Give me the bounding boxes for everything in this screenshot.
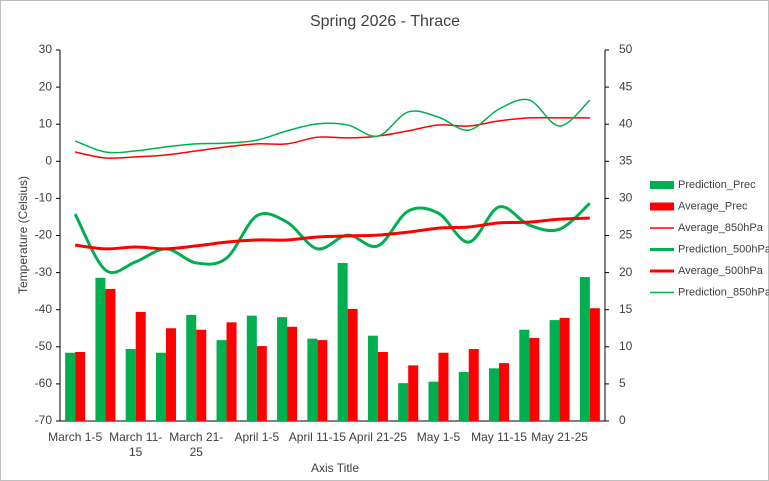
legend-label: Average_850hPa [678,222,764,234]
bar [438,352,449,421]
bar [458,372,469,421]
x-tick-label: April 1-5 [234,430,280,444]
bar [155,352,166,421]
bar [65,352,76,421]
legend-label: Average_Prec [678,200,748,212]
y2-tick-label: 30 [619,191,633,205]
bar [226,322,237,421]
bar [307,338,318,421]
y2-tick-label: 0 [619,413,626,427]
bar [589,308,600,421]
y-tick-label: 30 [39,42,53,56]
y-tick-label: -60 [35,376,53,390]
y-tick-label: -40 [35,302,53,316]
y2-tick-label: 25 [619,228,633,242]
y2-tick-label: 40 [619,116,633,130]
bar [529,337,540,421]
legend-label: Prediction_500hPa [678,243,769,255]
y2-tick-label: 5 [619,376,626,390]
bar [165,328,176,421]
y-tick-label: -50 [35,339,53,353]
bar [317,340,328,421]
bar [398,383,409,421]
line [74,216,590,251]
x-tick-label: May 21-25 [531,430,588,444]
bar [196,329,207,421]
y2-tick-label: 15 [619,302,633,316]
y-tick-label: -70 [35,413,53,427]
chart-title: Spring 2026 - Thrace [310,13,460,30]
bar [499,363,510,421]
bar [125,349,136,421]
bar [105,288,116,421]
y-axis-title: Temperature (Celsius) [16,176,30,294]
y2-tick-label: 10 [619,339,633,353]
bar [549,320,560,421]
bar [246,315,257,421]
legend-swatch [650,202,674,211]
y-tick-label: -20 [35,228,53,242]
y2-tick-label: 45 [619,79,633,93]
bar [519,329,530,421]
line [74,98,591,154]
bar [337,262,348,421]
y-tick-label: -10 [35,191,53,205]
x-axis-title: Axis Title [311,461,359,475]
x-tick-label: April 11-15 [288,430,346,444]
bar [367,335,378,421]
y-tick-label: 0 [45,153,52,167]
bar [277,317,288,421]
x-tick-label: March 1-5 [48,430,103,444]
bar [468,349,479,421]
bar [186,314,197,421]
line [74,116,590,159]
y-tick-label: -30 [35,265,53,279]
legend-label: Prediction_Prec [678,179,756,191]
bar [287,326,298,421]
bar [579,277,590,421]
bar [489,368,500,421]
y2-tick-label: 20 [619,265,633,279]
x-tick-label: May 1-5 [416,430,461,444]
bar [408,365,419,421]
x-tick-label: March 21-25 [169,430,224,459]
legend-label: Average_500hPa [678,265,764,277]
bar [559,317,570,421]
bar [135,311,146,421]
legend-label: Prediction_850hPa [678,286,769,298]
bar [256,346,267,421]
y2-tick-label: 35 [619,153,633,167]
x-tick-label: March 11-15 [109,430,163,459]
bar [428,381,439,421]
y-tick-label: 20 [39,79,53,93]
bar [75,351,86,421]
bar [347,308,358,421]
bar [95,277,106,421]
y-tick-label: 10 [39,116,53,130]
bar [216,340,227,421]
bar [377,351,388,421]
legend-swatch [650,181,674,189]
y2-tick-label: 50 [619,42,633,56]
x-tick-label: April 21-25 [348,430,407,444]
x-tick-label: May 11-15 [471,430,527,444]
